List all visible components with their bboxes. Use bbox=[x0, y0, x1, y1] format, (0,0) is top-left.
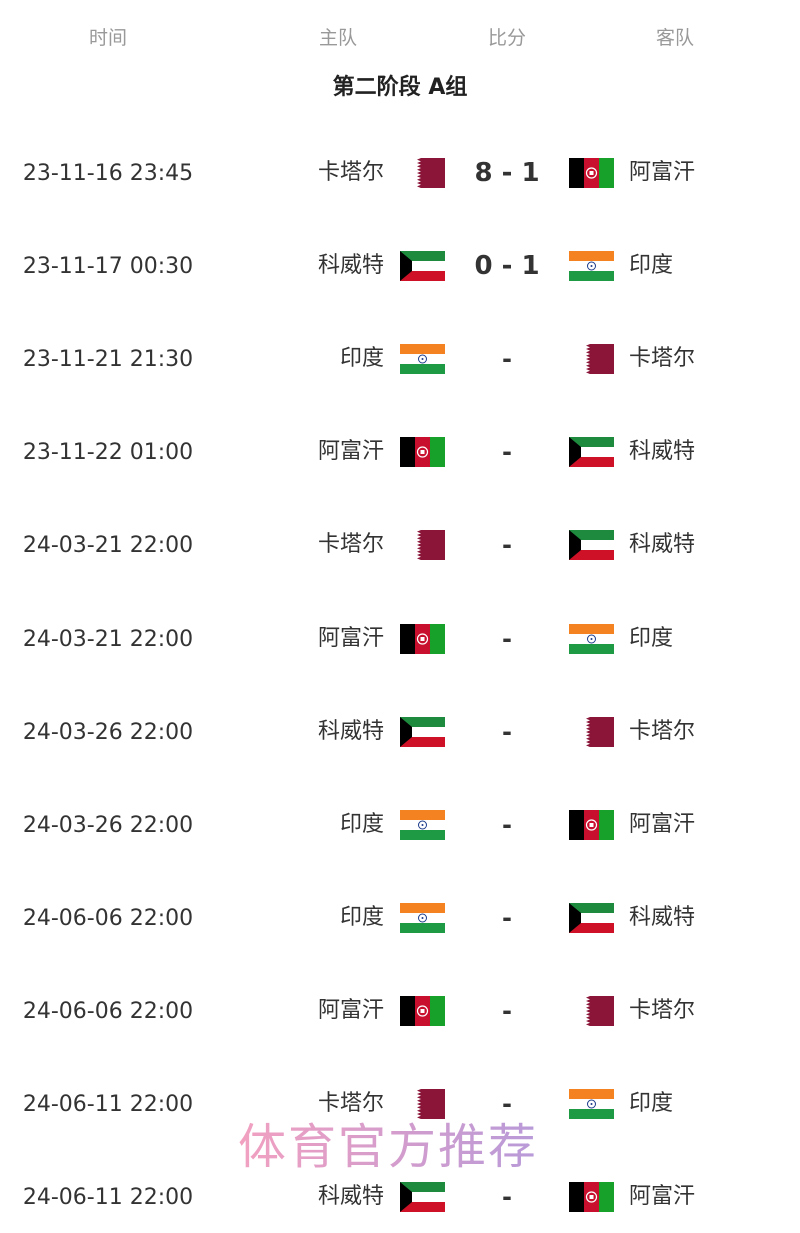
home-team: 阿富汗 bbox=[317, 439, 384, 465]
away-team: 科威特 bbox=[629, 532, 696, 558]
group-title: 第二阶段 A组 bbox=[332, 75, 468, 100]
match-score: - bbox=[502, 810, 512, 839]
away-team: 卡塔尔 bbox=[629, 718, 696, 744]
away-team: 阿富汗 bbox=[629, 160, 696, 185]
match-score: - bbox=[502, 903, 512, 932]
india-flag-icon bbox=[400, 344, 445, 375]
header-away: 客队 bbox=[655, 27, 695, 49]
home-team: 卡塔尔 bbox=[317, 532, 384, 558]
match-time: 24-06-06 22:00 bbox=[22, 905, 194, 931]
away-team: 印度 bbox=[629, 1091, 674, 1116]
away-team: 科威特 bbox=[629, 904, 696, 930]
home-team: 科威特 bbox=[317, 253, 384, 279]
match-row[interactable]: 24-03-26 22:00 科威特 - 卡塔尔 bbox=[0, 712, 800, 752]
kuwait-flag-icon bbox=[400, 716, 445, 747]
match-row[interactable]: 24-03-21 22:00 阿富汗 - 印度 bbox=[0, 619, 800, 659]
home-team: 科威特 bbox=[317, 718, 384, 744]
header-score: 比分 bbox=[487, 27, 527, 49]
match-row[interactable]: 23-11-22 01:00 阿富汗 - 科威特 bbox=[0, 432, 800, 472]
home-team: 科威特 bbox=[317, 1184, 384, 1210]
away-team: 印度 bbox=[629, 625, 674, 651]
qatar-flag-icon bbox=[400, 530, 445, 561]
india-flag-icon bbox=[569, 251, 614, 282]
match-score: 0 - 1 bbox=[474, 251, 540, 282]
away-team: 卡塔尔 bbox=[629, 346, 696, 372]
match-row[interactable]: 24-06-06 22:00 阿富汗 - 卡塔尔 bbox=[0, 991, 800, 1031]
kuwait-flag-icon bbox=[569, 902, 614, 933]
match-score: 8 - 1 bbox=[474, 158, 540, 188]
kuwait-flag-icon bbox=[569, 530, 614, 561]
match-score: - bbox=[502, 1183, 512, 1212]
afghanistan-flag-icon bbox=[569, 158, 614, 188]
afghanistan-flag-icon bbox=[400, 623, 445, 654]
qatar-flag-icon bbox=[569, 716, 614, 747]
watermark: 体育官方推荐 bbox=[238, 1119, 539, 1175]
match-row[interactable]: 24-06-11 22:00 卡塔尔 - 印度 bbox=[0, 1084, 800, 1124]
match-row[interactable]: 24-03-26 22:00 印度 - 阿富汗 bbox=[0, 805, 800, 845]
match-time: 24-03-26 22:00 bbox=[22, 812, 194, 838]
match-time: 24-03-26 22:00 bbox=[22, 719, 194, 745]
home-team: 阿富汗 bbox=[317, 997, 384, 1023]
match-time: 24-03-21 22:00 bbox=[22, 533, 194, 559]
away-team: 印度 bbox=[629, 253, 674, 279]
match-time: 24-03-21 22:00 bbox=[22, 626, 194, 652]
india-flag-icon bbox=[400, 809, 445, 840]
match-score: - bbox=[502, 531, 512, 560]
india-flag-icon bbox=[569, 1089, 614, 1119]
afghanistan-flag-icon bbox=[569, 1182, 614, 1213]
afghanistan-flag-icon bbox=[400, 995, 445, 1026]
match-row[interactable]: 23-11-16 23:45 卡塔尔 8 - 1 阿富汗 bbox=[0, 153, 800, 193]
away-team: 阿富汗 bbox=[629, 1184, 696, 1210]
match-score: - bbox=[502, 345, 512, 374]
kuwait-flag-icon bbox=[569, 437, 614, 468]
match-row[interactable]: 23-11-21 21:30 印度 - 卡塔尔 bbox=[0, 339, 800, 379]
away-team: 卡塔尔 bbox=[629, 997, 696, 1023]
match-row[interactable]: 24-06-06 22:00 印度 - 科威特 bbox=[0, 898, 800, 938]
match-score: - bbox=[502, 1090, 512, 1118]
kuwait-flag-icon bbox=[400, 1182, 445, 1213]
match-time: 24-06-11 22:00 bbox=[22, 1092, 194, 1117]
match-time: 23-11-17 00:30 bbox=[22, 254, 194, 280]
match-row[interactable]: 23-11-17 00:30 科威特 0 - 1 印度 bbox=[0, 246, 800, 286]
match-time: 24-06-06 22:00 bbox=[22, 998, 194, 1024]
qatar-flag-icon bbox=[400, 1089, 445, 1120]
match-score: - bbox=[502, 717, 512, 746]
match-time: 23-11-21 21:30 bbox=[22, 347, 194, 373]
away-team: 科威特 bbox=[629, 439, 696, 465]
home-team: 卡塔尔 bbox=[317, 1091, 384, 1116]
match-score: - bbox=[502, 624, 512, 653]
header-time: 时间 bbox=[88, 27, 128, 49]
qatar-flag-icon bbox=[569, 995, 614, 1026]
qatar-flag-icon bbox=[569, 344, 614, 375]
match-row[interactable]: 24-06-11 22:00 科威特 - 阿富汗 bbox=[0, 1177, 800, 1217]
away-team: 阿富汗 bbox=[629, 811, 696, 837]
match-score: - bbox=[502, 996, 512, 1025]
india-flag-icon bbox=[400, 902, 445, 933]
kuwait-flag-icon bbox=[400, 251, 445, 282]
afghanistan-flag-icon bbox=[400, 437, 445, 468]
home-team: 印度 bbox=[339, 346, 384, 372]
afghanistan-flag-icon bbox=[569, 809, 614, 840]
match-time: 23-11-16 23:45 bbox=[22, 161, 194, 186]
home-team: 阿富汗 bbox=[317, 625, 384, 651]
home-team: 印度 bbox=[339, 811, 384, 837]
match-time: 23-11-22 01:00 bbox=[22, 440, 194, 466]
match-time: 24-06-11 22:00 bbox=[22, 1185, 194, 1211]
match-row[interactable]: 24-03-21 22:00 卡塔尔 - 科威特 bbox=[0, 525, 800, 565]
qatar-flag-icon bbox=[400, 158, 445, 189]
home-team: 卡塔尔 bbox=[317, 160, 384, 185]
india-flag-icon bbox=[569, 623, 614, 654]
match-score: - bbox=[502, 438, 512, 467]
home-team: 印度 bbox=[339, 904, 384, 930]
header-home: 主队 bbox=[318, 27, 358, 49]
